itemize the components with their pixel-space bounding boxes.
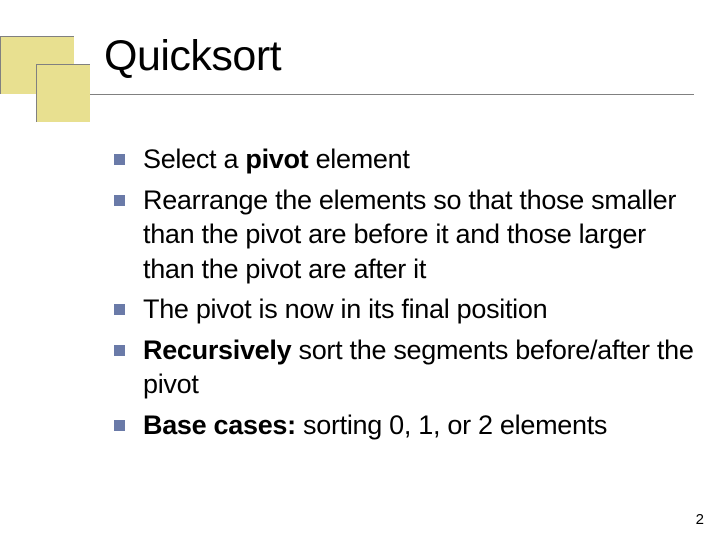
title-decor-box-front (36, 64, 90, 122)
list-item-text: Base cases: sorting 0, 1, or 2 elements (143, 408, 607, 443)
list-item: Select a pivot element (114, 142, 694, 177)
slide-title: Quicksort (104, 32, 281, 81)
square-bullet-icon (114, 154, 125, 165)
list-item: Rearrange the elements so that those sma… (114, 183, 694, 287)
list-item: Base cases: sorting 0, 1, or 2 elements (114, 408, 694, 443)
list-item-text: Select a pivot element (143, 142, 410, 177)
square-bullet-icon (114, 195, 125, 206)
list-item: Recursively sort the segments before/aft… (114, 333, 694, 402)
list-item-text: Rearrange the elements so that those sma… (143, 183, 694, 287)
bullet-list: Select a pivot element Rearrange the ele… (114, 142, 694, 448)
square-bullet-icon (114, 420, 125, 431)
list-item-text: The pivot is now in its final position (143, 292, 547, 327)
square-bullet-icon (114, 304, 125, 315)
square-bullet-icon (114, 345, 125, 356)
title-underline (74, 94, 694, 95)
list-item-text: Recursively sort the segments before/aft… (143, 333, 694, 402)
list-item: The pivot is now in its final position (114, 292, 694, 327)
page-number: 2 (696, 511, 704, 528)
